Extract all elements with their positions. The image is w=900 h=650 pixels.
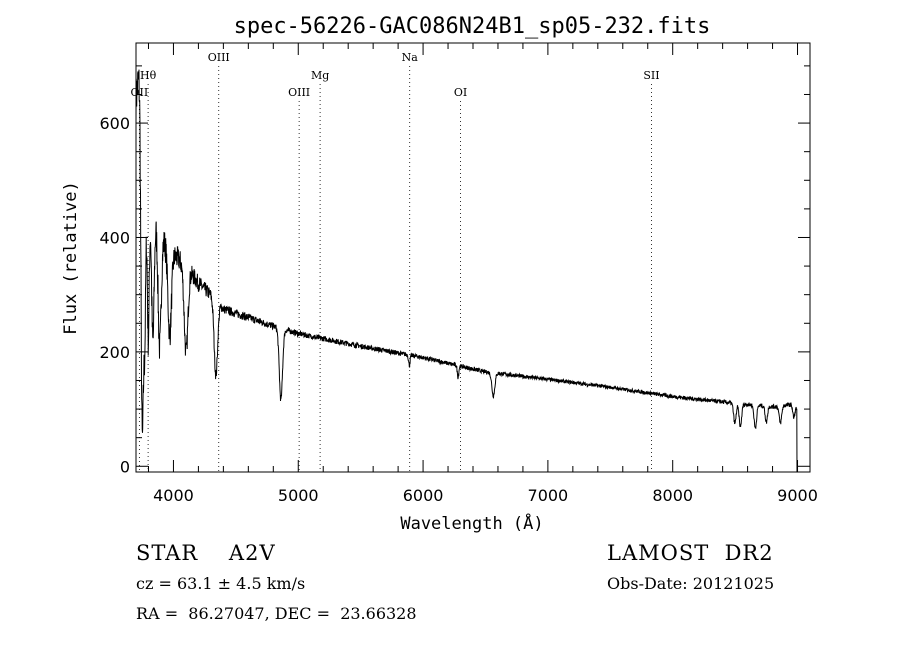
x-tick-label: 7000	[528, 486, 569, 505]
x-tick-label: 5000	[278, 486, 319, 505]
spectrum-line	[135, 69, 798, 473]
survey-label: LAMOST DR2	[607, 541, 774, 565]
line-marker-label: OI	[454, 86, 467, 99]
x-axis-label: Wavelength (Å)	[400, 512, 543, 534]
chart-title: spec-56226-GAC086N24B1_sp05-232.fits	[234, 14, 711, 39]
y-tick-label: 600	[99, 114, 130, 133]
x-tick-label: 6000	[403, 486, 444, 505]
obs-date-label: Obs-Date: 20121025	[607, 574, 775, 593]
object-class-label: STAR A2V	[136, 541, 276, 565]
redshift-label: cz = 63.1 ± 4.5 km/s	[136, 574, 306, 593]
axis-ticks: 4000 5000 6000 7000 8000 9000 0 200 400 600	[99, 43, 818, 505]
plot-frame	[135, 42, 811, 473]
line-marker-label: OIII	[208, 51, 230, 64]
line-marker-label: Na	[402, 51, 419, 64]
y-tick-label: 0	[120, 457, 130, 476]
line-marker-label: Hθ	[140, 69, 157, 82]
x-tick-label: 4000	[153, 486, 194, 505]
line-marker-label: Mg	[311, 69, 329, 82]
coordinates-label: RA = 86.27047, DEC = 23.66328	[136, 604, 417, 623]
y-axis-label: Flux (relative)	[61, 181, 81, 335]
y-tick-label: 200	[99, 343, 130, 362]
y-tick-label: 400	[99, 228, 130, 247]
x-tick-label: 8000	[652, 486, 693, 505]
x-tick-label: 9000	[777, 486, 818, 505]
line-marker-label: SII	[643, 69, 659, 82]
line-marker-label: OIII	[288, 86, 310, 99]
